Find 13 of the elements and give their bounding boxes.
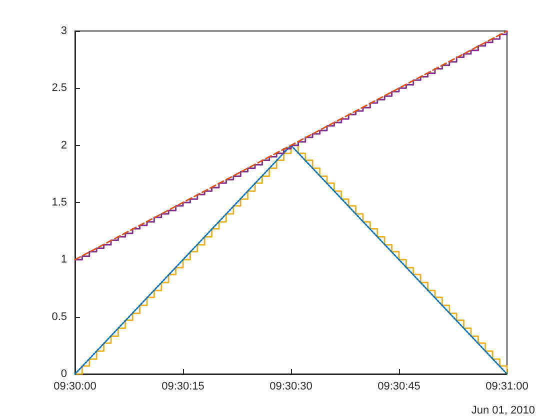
y-tick-label: 1 bbox=[60, 254, 67, 266]
x-tick-label: 09:30:30 bbox=[270, 380, 312, 392]
x-tick-label: 09:30:00 bbox=[54, 380, 96, 392]
x-axis-title: Jun 01, 2010 bbox=[471, 404, 536, 416]
y-tick-label: 2 bbox=[60, 139, 67, 152]
x-tick-label: 09:30:15 bbox=[162, 380, 204, 392]
y-tick-label: 2.5 bbox=[52, 82, 67, 94]
y-tick-label: 0.5 bbox=[52, 310, 67, 323]
y-tick-label: 1.5 bbox=[52, 196, 67, 208]
y-tick-label: 0 bbox=[60, 368, 67, 380]
x-tick-label: 09:30:45 bbox=[378, 380, 420, 392]
y-tick-label: 3 bbox=[60, 25, 67, 37]
x-tick-label: 09:31:00 bbox=[486, 380, 528, 392]
